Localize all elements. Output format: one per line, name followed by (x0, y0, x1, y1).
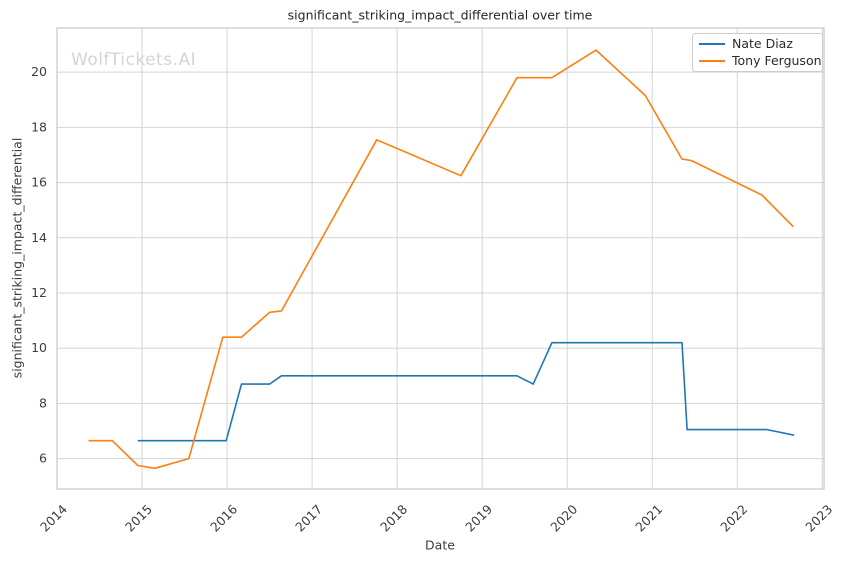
y-tick-label: 10 (31, 340, 47, 355)
y-tick-label: 16 (31, 175, 47, 190)
x-tick-label: 2020 (547, 501, 580, 534)
y-tick-label: 12 (31, 285, 47, 300)
x-tick-label: 2017 (292, 502, 325, 535)
x-tick-label: 2014 (37, 501, 70, 534)
legend-label-nate-diaz: Nate Diaz (732, 36, 793, 51)
x-tick-label: 2021 (632, 502, 665, 535)
legend: Nate Diaz Tony Ferguson (692, 33, 823, 72)
plot-border (56, 27, 825, 490)
x-tick-label: 2015 (122, 502, 155, 535)
chart-title: significant_striking_impact_differential… (287, 7, 593, 23)
y-tick-label: 8 (39, 395, 47, 410)
legend-item-nate-diaz: Nate Diaz (699, 37, 816, 51)
legend-label-tony-ferguson: Tony Ferguson (732, 53, 822, 68)
legend-line-swatch-tony-ferguson (699, 60, 725, 62)
y-tick-label: 6 (39, 451, 47, 466)
y-tick-label: 14 (31, 230, 47, 245)
x-tick-label: 2019 (462, 501, 495, 534)
x-axis-label: Date (425, 537, 455, 553)
legend-line-swatch-nate-diaz (699, 43, 725, 45)
x-tick-label: 2022 (717, 502, 750, 535)
y-tick-label: 20 (31, 64, 47, 79)
x-tick-label: 2023 (802, 502, 835, 535)
x-tick-label: 2018 (377, 501, 410, 534)
y-tick-label: 18 (31, 119, 47, 134)
series-line-tony-ferguson (88, 49, 794, 470)
watermark: WolfTickets.AI (71, 50, 197, 70)
series-line-nate-diaz (137, 341, 795, 442)
y-axis-label: significant_striking_impact_differential (9, 137, 25, 379)
x-tick-label: 2016 (207, 501, 240, 534)
legend-item-tony-ferguson: Tony Ferguson (699, 54, 822, 68)
